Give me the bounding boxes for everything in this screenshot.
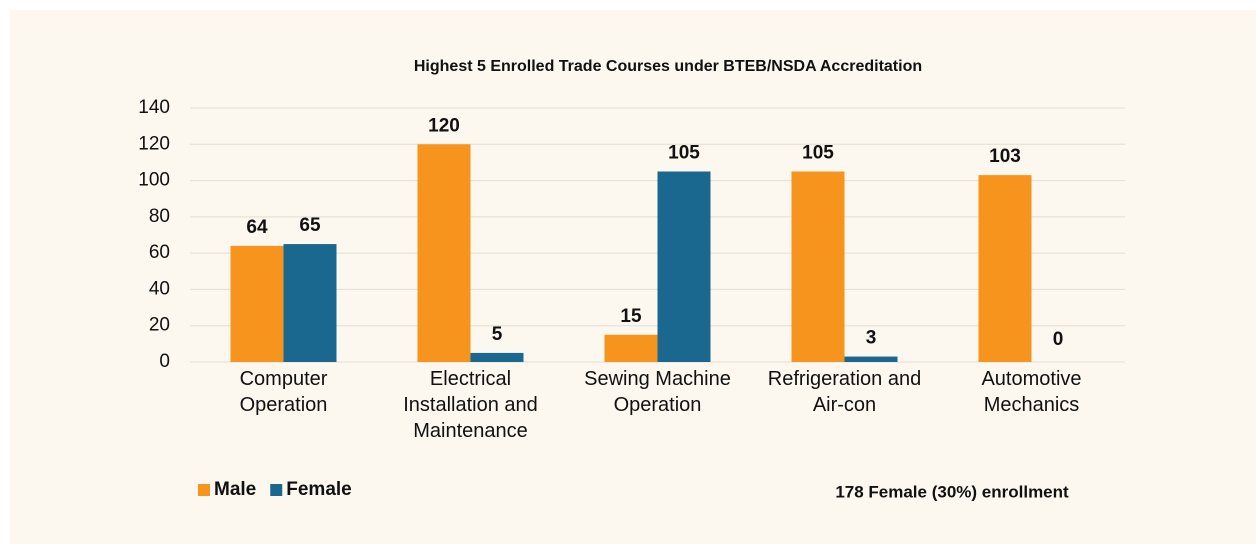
data-label: 64 [246,217,268,238]
annotation: 178 Female (30%) enrollment [835,482,1069,501]
x-tick-label: Automotive Mechanics [981,368,1082,416]
bar [791,171,845,362]
y-tick-label: 120 [138,133,170,154]
data-label: 120 [428,115,460,136]
bar [604,334,658,362]
x-tick-label: Sewing Machine Operation [584,368,731,416]
bar [230,245,284,362]
chart-title: Highest 5 Enrolled Trade Courses under B… [414,58,922,75]
legend-swatch [270,484,283,496]
legend-label: Male [214,479,256,500]
bar [470,352,524,362]
data-label: 105 [802,143,834,164]
chart-panel [10,10,1256,544]
y-tick-label: 80 [149,206,170,227]
y-tick-label: 20 [149,315,170,336]
bar [978,175,1032,362]
y-tick-label: 100 [138,170,170,191]
bar [283,244,337,362]
x-tick-label: Electrical Installation and Maintenance [403,368,538,442]
y-tick-label: 0 [159,351,170,372]
y-tick-label: 40 [149,278,170,299]
legend-label: Female [286,479,351,500]
y-tick-label: 60 [149,242,170,263]
data-label: 65 [299,215,321,236]
data-label: 5 [492,324,503,345]
data-label: 103 [989,146,1021,167]
bar [417,144,471,362]
data-label: 105 [668,143,700,164]
data-label: 15 [620,306,642,327]
y-tick-label: 140 [138,97,170,118]
x-tick-label: Refrigeration and Air-con [767,368,922,416]
data-label: 0 [1053,329,1064,350]
bar [844,356,898,362]
bar [657,171,711,362]
x-tick-label: Computer Operation [239,368,328,416]
legend-swatch [198,484,210,496]
data-label: 3 [866,328,877,349]
